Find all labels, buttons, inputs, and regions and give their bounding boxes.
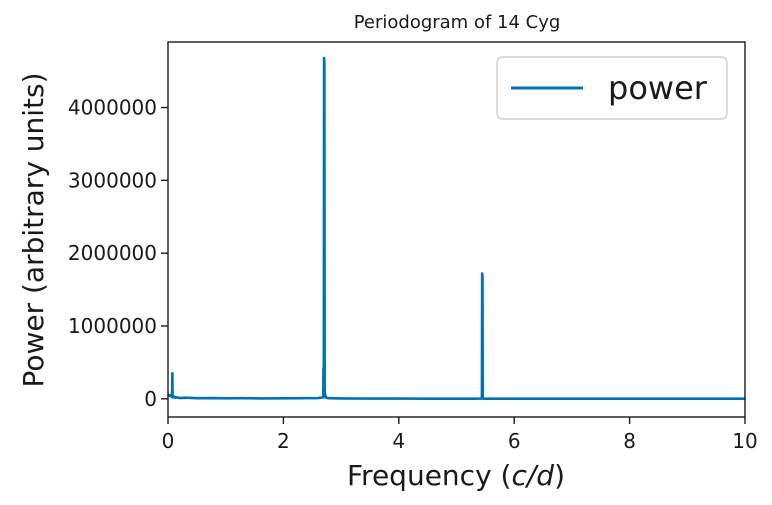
- y-axis: 0 1000000 2000000 3000000 4000000: [68, 96, 168, 411]
- series-line-power: [167, 56, 745, 401]
- x-axis-label-main: Frequency (: [347, 459, 511, 492]
- y-tick-label: 2000000: [68, 241, 157, 265]
- x-axis-label-close: ): [554, 459, 565, 492]
- y-tick-label: 4000000: [68, 96, 157, 120]
- legend-box: [496, 56, 728, 120]
- x-axis-label: Frequency (c/d): [347, 459, 565, 492]
- y-tick-label: 1000000: [68, 314, 157, 338]
- x-axis-label-math: c/d: [511, 459, 554, 492]
- plot-frame: [167, 41, 746, 418]
- x-axis: 0 2 4 6 8 10: [162, 417, 758, 453]
- y-tick-label: 3000000: [68, 168, 157, 192]
- y-axis-label: Power (arbitrary units): [17, 72, 50, 387]
- x-tick-label: 2: [277, 429, 290, 453]
- x-tick-label: 0: [162, 429, 175, 453]
- x-tick-label: 10: [732, 429, 757, 453]
- chart-title: Periodogram of 14 Cyg: [354, 12, 561, 33]
- legend: power: [496, 56, 728, 120]
- x-tick-label: 8: [623, 429, 636, 453]
- legend-label-power: power: [608, 69, 708, 107]
- x-tick-label: 6: [508, 429, 521, 453]
- y-tick-label: 0: [144, 387, 157, 411]
- x-tick-label: 4: [392, 429, 405, 453]
- series-layer: [167, 56, 745, 401]
